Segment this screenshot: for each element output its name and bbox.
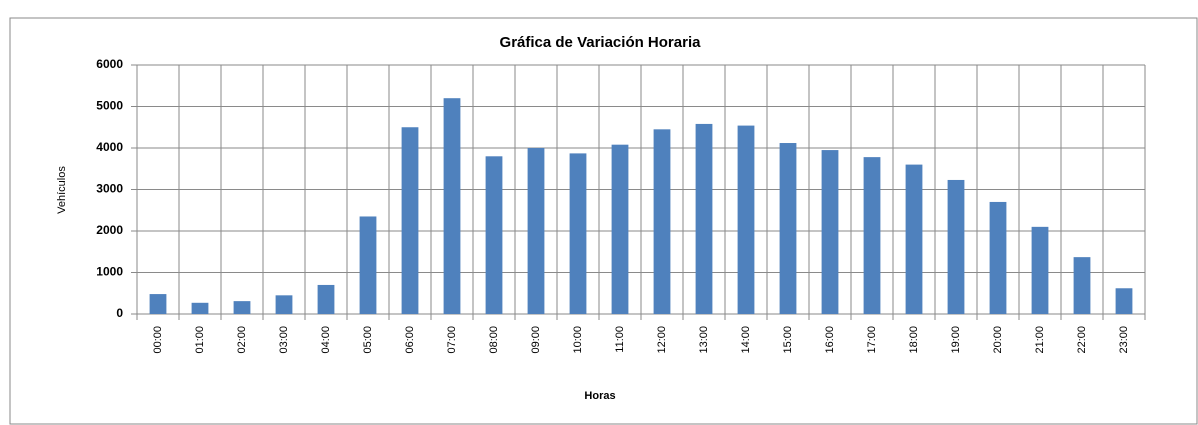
- bar: [149, 294, 167, 314]
- bar: [1073, 257, 1091, 314]
- x-tick-label: 17:00: [866, 326, 878, 354]
- bar: [401, 127, 419, 314]
- x-tick-label: 06:00: [404, 326, 416, 354]
- bar: [779, 143, 797, 314]
- x-tick-label: 04:00: [320, 326, 332, 354]
- x-tick-label: 21:00: [1034, 326, 1046, 354]
- bar: [611, 144, 629, 314]
- bar: [947, 179, 965, 314]
- x-tick-label: 15:00: [782, 326, 794, 354]
- bar: [443, 98, 461, 314]
- x-tick-label: 14:00: [740, 326, 752, 354]
- x-tick-label: 18:00: [908, 326, 920, 354]
- x-tick-label: 20:00: [992, 326, 1004, 354]
- x-tick-label: 12:00: [656, 326, 668, 354]
- x-axis-label: Horas: [584, 390, 615, 402]
- bar: [233, 301, 251, 314]
- x-tick-label: 02:00: [236, 326, 248, 354]
- bar: [569, 153, 587, 314]
- y-tick-label: 2000: [96, 223, 123, 237]
- x-tick-label: 07:00: [446, 326, 458, 354]
- x-tick-label: 23:00: [1118, 326, 1130, 354]
- bar: [275, 295, 293, 314]
- bar: [821, 150, 839, 314]
- y-axis-label: Vehículos: [56, 166, 68, 214]
- y-tick-label: 3000: [96, 182, 123, 196]
- bar: [191, 302, 209, 314]
- x-tick-label: 05:00: [362, 326, 374, 354]
- bar: [359, 216, 377, 314]
- bar: [653, 129, 671, 314]
- x-tick-label: 03:00: [278, 326, 290, 354]
- bar: [527, 148, 545, 314]
- x-tick-label: 19:00: [950, 326, 962, 354]
- y-tick-label: 4000: [96, 140, 123, 154]
- x-tick-label: 01:00: [194, 326, 206, 354]
- bar: [863, 157, 881, 314]
- x-tick-label: 00:00: [152, 326, 164, 354]
- x-tick-label: 10:00: [572, 326, 584, 354]
- x-tick-label: 22:00: [1076, 326, 1088, 354]
- x-tick-label: 09:00: [530, 326, 542, 354]
- y-tick-label: 6000: [96, 57, 123, 71]
- bar: [485, 156, 503, 314]
- bar: [905, 164, 923, 314]
- x-tick-label: 11:00: [614, 326, 626, 353]
- x-tick-label: 13:00: [698, 326, 710, 354]
- bar: [695, 123, 713, 315]
- bar: [317, 284, 335, 314]
- y-tick-label: 1000: [96, 265, 123, 279]
- bar: [1115, 288, 1133, 314]
- y-tick-label: 0: [116, 306, 123, 320]
- y-tick-label: 5000: [96, 99, 123, 113]
- x-tick-label: 08:00: [488, 326, 500, 354]
- chart-title: Gráfica de Variación Horaria: [500, 34, 702, 51]
- bar: [1031, 226, 1049, 314]
- bar: [737, 125, 755, 314]
- x-tick-label: 16:00: [824, 326, 836, 354]
- bar: [989, 201, 1007, 314]
